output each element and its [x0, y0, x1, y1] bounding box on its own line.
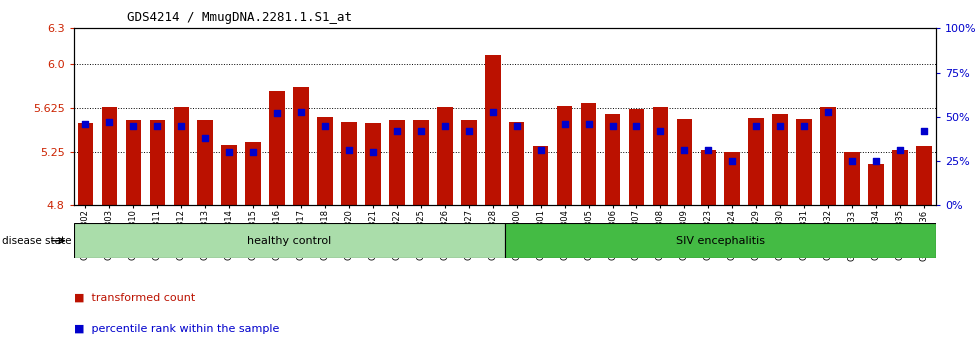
- Bar: [509, 121, 524, 205]
- Point: [628, 123, 644, 129]
- Bar: [366, 123, 380, 205]
- Bar: [701, 150, 716, 205]
- Point: [461, 128, 476, 134]
- Point: [892, 148, 907, 153]
- Point: [605, 123, 620, 129]
- Point: [173, 123, 189, 129]
- Point: [557, 121, 572, 127]
- Bar: [749, 118, 764, 205]
- Point: [701, 148, 716, 153]
- Point: [916, 128, 932, 134]
- Bar: [461, 120, 476, 205]
- Point: [868, 158, 884, 164]
- Bar: [437, 107, 453, 205]
- Bar: [605, 114, 620, 205]
- Bar: [772, 114, 788, 205]
- Point: [270, 110, 285, 116]
- Point: [797, 123, 812, 129]
- Point: [844, 158, 859, 164]
- Bar: [820, 107, 836, 205]
- Point: [293, 109, 309, 114]
- Point: [366, 149, 381, 155]
- Bar: [581, 103, 596, 205]
- Point: [581, 121, 597, 127]
- Point: [437, 123, 453, 129]
- Bar: [173, 107, 189, 205]
- Bar: [221, 145, 237, 205]
- Bar: [557, 106, 572, 205]
- Point: [341, 148, 357, 153]
- Point: [125, 123, 141, 129]
- Bar: [892, 150, 907, 205]
- Bar: [797, 119, 811, 205]
- Bar: [389, 120, 405, 205]
- Bar: [868, 164, 884, 205]
- Point: [820, 109, 836, 114]
- Bar: [102, 107, 118, 205]
- Bar: [485, 56, 501, 205]
- Bar: [74, 223, 505, 258]
- Point: [102, 119, 118, 125]
- Bar: [341, 121, 357, 205]
- Point: [676, 148, 692, 153]
- Bar: [844, 152, 859, 205]
- Text: SIV encephalitis: SIV encephalitis: [676, 236, 764, 246]
- Point: [749, 123, 764, 129]
- Point: [653, 128, 668, 134]
- Bar: [916, 146, 932, 205]
- Text: ■  percentile rank within the sample: ■ percentile rank within the sample: [74, 324, 279, 334]
- Text: healthy control: healthy control: [247, 236, 331, 246]
- Bar: [293, 87, 309, 205]
- Point: [77, 121, 93, 127]
- Bar: [505, 223, 936, 258]
- Point: [389, 128, 405, 134]
- Bar: [150, 120, 165, 205]
- Bar: [77, 123, 93, 205]
- Point: [533, 148, 549, 153]
- Bar: [245, 142, 261, 205]
- Point: [197, 135, 213, 141]
- Point: [221, 149, 237, 155]
- Bar: [270, 91, 285, 205]
- Point: [772, 123, 788, 129]
- Bar: [628, 109, 644, 205]
- Point: [509, 123, 524, 129]
- Bar: [676, 119, 692, 205]
- Point: [150, 123, 166, 129]
- Bar: [318, 117, 333, 205]
- Point: [413, 128, 428, 134]
- Bar: [125, 120, 141, 205]
- Bar: [533, 146, 549, 205]
- Bar: [724, 152, 740, 205]
- Point: [318, 123, 333, 129]
- Text: GDS4214 / MmugDNA.2281.1.S1_at: GDS4214 / MmugDNA.2281.1.S1_at: [127, 11, 353, 24]
- Bar: [413, 120, 428, 205]
- Point: [485, 109, 501, 114]
- Bar: [653, 107, 668, 205]
- Point: [245, 149, 261, 155]
- Text: ■  transformed count: ■ transformed count: [74, 292, 195, 302]
- Point: [724, 158, 740, 164]
- Bar: [197, 120, 213, 205]
- Text: disease state: disease state: [2, 236, 72, 246]
